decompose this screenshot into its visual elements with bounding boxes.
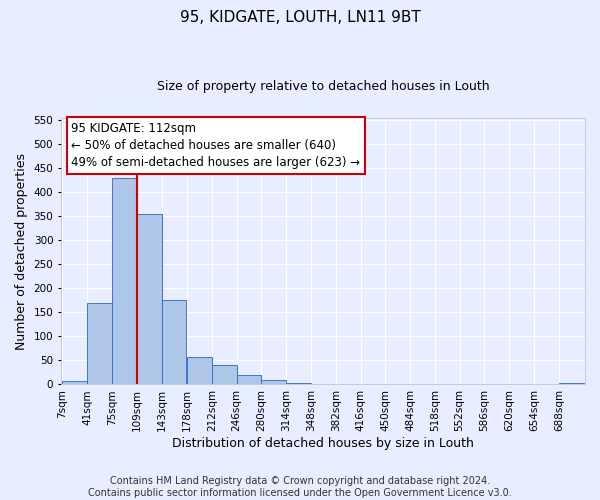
Text: Contains HM Land Registry data © Crown copyright and database right 2024.
Contai: Contains HM Land Registry data © Crown c… <box>88 476 512 498</box>
X-axis label: Distribution of detached houses by size in Louth: Distribution of detached houses by size … <box>172 437 474 450</box>
Title: Size of property relative to detached houses in Louth: Size of property relative to detached ho… <box>157 80 489 93</box>
Bar <box>137 214 161 384</box>
Y-axis label: Number of detached properties: Number of detached properties <box>15 152 28 350</box>
Bar <box>87 303 112 384</box>
Text: 95 KIDGATE: 112sqm
← 50% of detached houses are smaller (640)
49% of semi-detach: 95 KIDGATE: 112sqm ← 50% of detached hou… <box>71 122 361 169</box>
Bar <box>112 178 137 384</box>
Bar <box>62 380 87 384</box>
Bar <box>212 365 236 384</box>
Bar <box>236 375 262 384</box>
Text: 95, KIDGATE, LOUTH, LN11 9BT: 95, KIDGATE, LOUTH, LN11 9BT <box>179 10 421 25</box>
Bar <box>262 380 286 384</box>
Bar <box>187 357 212 384</box>
Bar <box>161 300 187 384</box>
